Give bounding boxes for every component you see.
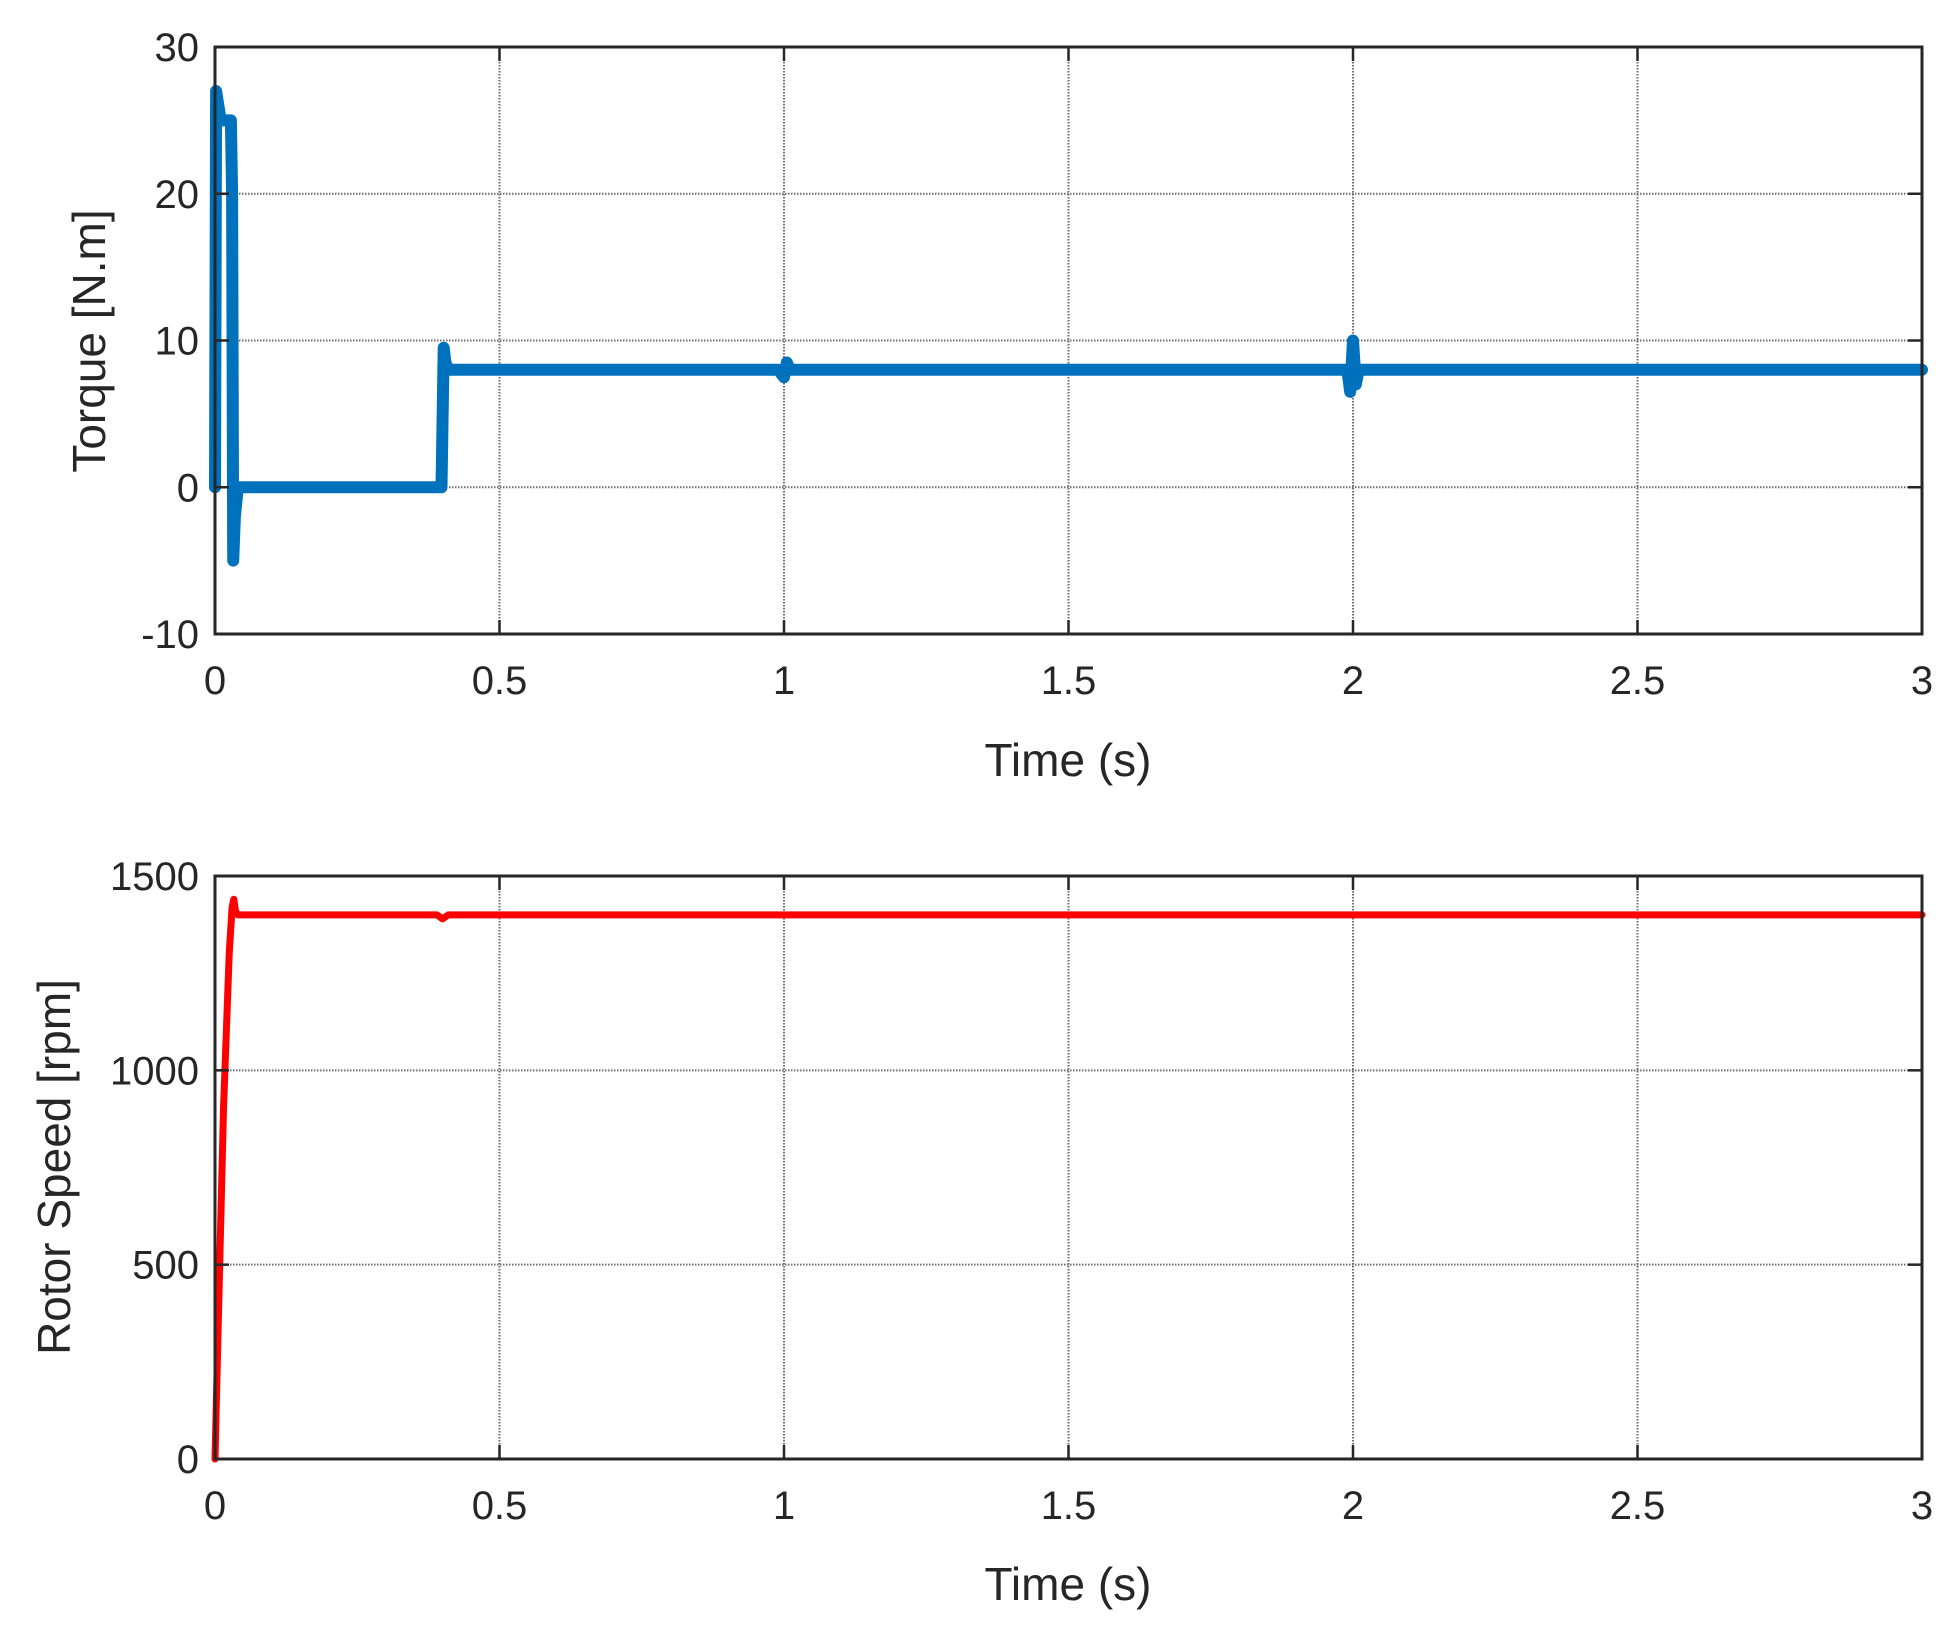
- y-tick-label: 10: [155, 320, 200, 364]
- y-axis-label: Torque [N.m]: [63, 209, 115, 472]
- y-tick-label: 0: [177, 466, 199, 510]
- x-tick-label: 2: [1342, 1484, 1364, 1528]
- y-tick-label: 30: [155, 26, 200, 70]
- y-tick-label: 500: [132, 1244, 199, 1288]
- y-axis-label: Rotor Speed [rpm]: [28, 979, 80, 1355]
- y-tick-label: 0: [177, 1438, 199, 1482]
- data-lines: [209, 85, 1928, 567]
- x-axis-label: Time (s): [985, 734, 1152, 786]
- y-tick-label: -10: [141, 613, 199, 657]
- x-tick-label: 0.5: [472, 659, 528, 703]
- x-tick-label: 0.5: [472, 1484, 528, 1528]
- y-tick-label: 1500: [110, 855, 199, 899]
- grid: [215, 876, 1922, 1459]
- rotor-speed-chart: 0 0.5 1 1.5 2 2.5 3 0 500 1000 1500 Time (s) Rotor…: [28, 855, 1933, 1610]
- x-axis-label: Time (s): [985, 1558, 1152, 1610]
- x-tick-label: 0: [204, 659, 226, 703]
- x-tick-label: 1: [773, 659, 795, 703]
- ticks: 0 0.5 1 1.5 2 2.5 3 0 500 1000 1500: [110, 855, 1933, 1528]
- x-tick-label: 3: [1911, 1484, 1933, 1528]
- x-tick-label: 2: [1342, 659, 1364, 703]
- grid: [215, 47, 1922, 634]
- x-tick-label: 2.5: [1610, 1484, 1666, 1528]
- y-tick-label: 1000: [110, 1049, 199, 1093]
- data-lines: [211, 895, 1926, 1463]
- x-tick-label: 1.5: [1041, 1484, 1097, 1528]
- x-tick-label: 2.5: [1610, 659, 1666, 703]
- x-tick-label: 1: [773, 1484, 795, 1528]
- series-line: [209, 85, 1928, 567]
- x-tick-label: 0: [204, 1484, 226, 1528]
- y-tick-label: 20: [155, 173, 200, 217]
- x-tick-label: 1.5: [1041, 659, 1097, 703]
- x-tick-label: 3: [1911, 659, 1933, 703]
- series-line: [211, 895, 1926, 1463]
